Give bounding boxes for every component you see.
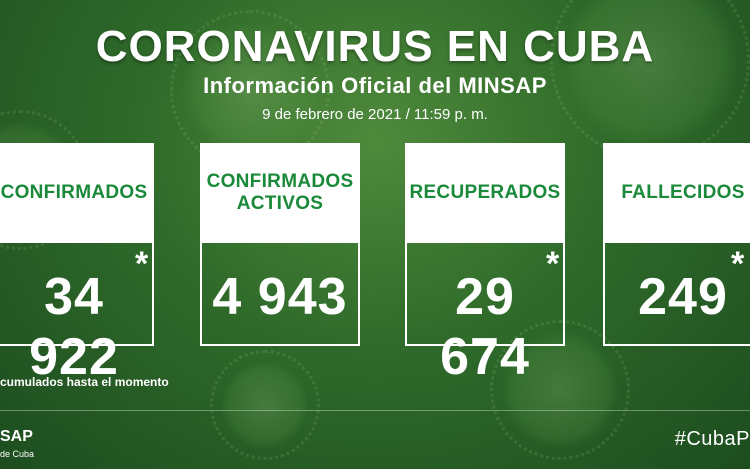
org-logo-text: SAP bbox=[0, 428, 33, 445]
card-body: 249 * bbox=[603, 243, 750, 346]
card-recuperados: RECUPERADOS 29 674 * bbox=[405, 143, 565, 386]
divider bbox=[0, 410, 750, 411]
hashtag: #CubaP bbox=[674, 428, 750, 450]
card-label: CONFIRMADOS ACTIVOS bbox=[206, 171, 354, 214]
card-header: RECUPERADOS bbox=[405, 143, 565, 243]
card-header: FALLECIDOS bbox=[603, 143, 750, 243]
org-subtitle: de Cuba bbox=[0, 449, 35, 459]
virus-icon bbox=[170, 10, 330, 170]
footnote: cumulados hasta el momento bbox=[0, 375, 169, 389]
card-value: 29 674 bbox=[440, 268, 530, 386]
card-value: 34 922 bbox=[29, 268, 119, 386]
virus-icon bbox=[550, 0, 750, 160]
asterisk-mark: * bbox=[731, 245, 745, 283]
card-label: FALLECIDOS bbox=[621, 182, 745, 203]
card-label: RECUPERADOS bbox=[409, 182, 561, 203]
card-body: 34 922 * bbox=[0, 243, 154, 386]
card-label: CONFIRMADOS bbox=[0, 182, 148, 203]
card-body: 4 943 bbox=[200, 243, 360, 346]
report-date: 9 de febrero de 2021 / 11:59 p. m. bbox=[262, 106, 488, 123]
card-value: 4 943 bbox=[212, 268, 348, 326]
card-confirmados-activos: CONFIRMADOS ACTIVOS 4 943 bbox=[200, 143, 360, 346]
card-header: CONFIRMADOS bbox=[0, 143, 154, 243]
asterisk-mark: * bbox=[546, 245, 560, 283]
card-fallecidos: FALLECIDOS 249 * bbox=[603, 143, 750, 346]
card-header: CONFIRMADOS ACTIVOS bbox=[200, 143, 360, 243]
page-title: CORONAVIRUS EN CUBA bbox=[95, 22, 655, 71]
virus-icon bbox=[210, 350, 320, 460]
card-value: 249 bbox=[638, 268, 728, 326]
card-body: 29 674 * bbox=[405, 243, 565, 386]
card-confirmados: CONFIRMADOS 34 922 * bbox=[0, 143, 154, 386]
page-subtitle: Información Oficial del MINSAP bbox=[203, 73, 547, 98]
virus-icon bbox=[490, 320, 630, 460]
asterisk-mark: * bbox=[135, 245, 149, 283]
